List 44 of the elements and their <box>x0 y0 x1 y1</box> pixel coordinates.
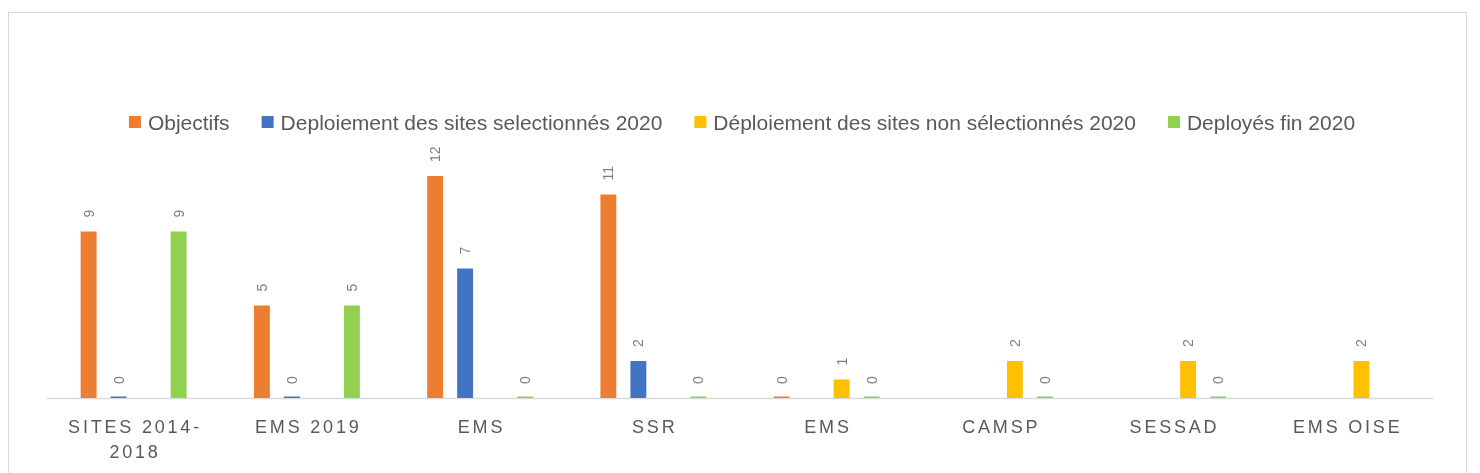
bar <box>630 361 647 398</box>
data-label: 9 <box>170 209 187 218</box>
data-label: 0 <box>1036 376 1053 384</box>
data-label: 12 <box>427 146 444 162</box>
data-label: 1 <box>833 357 850 366</box>
bar <box>170 231 187 398</box>
bar <box>833 379 850 398</box>
x-tick-label: SESSAD <box>1129 417 1220 437</box>
bar <box>343 305 360 398</box>
data-label: 0 <box>283 376 300 384</box>
data-label: 0 <box>517 376 534 384</box>
bar <box>457 268 474 398</box>
bar <box>253 305 270 398</box>
legend-label: Objectifs <box>147 110 230 134</box>
data-label: 2 <box>1353 339 1370 347</box>
x-tick-label: SSR <box>632 417 678 437</box>
bar <box>1180 361 1197 398</box>
data-label: 0 <box>773 376 790 384</box>
data-label: 2 <box>1006 339 1023 347</box>
x-tick-label: EMS OISE <box>1293 417 1403 437</box>
bar <box>600 194 617 398</box>
bar <box>427 176 444 398</box>
data-label: 9 <box>80 209 97 218</box>
data-label: 0 <box>1210 376 1227 384</box>
data-label: 7 <box>457 246 474 255</box>
data-label: 2 <box>630 339 647 347</box>
data-label: 0 <box>690 376 707 384</box>
x-tick-label: EMS <box>804 417 852 437</box>
bar <box>80 231 97 398</box>
legend-label: Deploiement des sites selectionnés 2020 <box>280 110 663 134</box>
bar <box>1006 361 1023 398</box>
data-label: 5 <box>343 283 360 292</box>
data-label: 0 <box>863 376 880 384</box>
data-label: 5 <box>253 283 270 292</box>
legend-label: Déploiement des sites non sélectionnés 2020 <box>713 110 1136 134</box>
data-label: 2 <box>1180 339 1197 347</box>
x-tick-label: EMS <box>457 417 506 437</box>
x-tick-label: CAMSP <box>962 417 1041 437</box>
x-tick-label: SITES 2014-2018 <box>68 417 202 462</box>
legend-label: Deployés fin 2020 <box>1186 110 1356 134</box>
data-label: 11 <box>600 165 617 181</box>
data-label: 0 <box>110 376 127 384</box>
bar <box>1353 361 1370 398</box>
x-tick-label: EMS 2019 <box>255 417 362 437</box>
